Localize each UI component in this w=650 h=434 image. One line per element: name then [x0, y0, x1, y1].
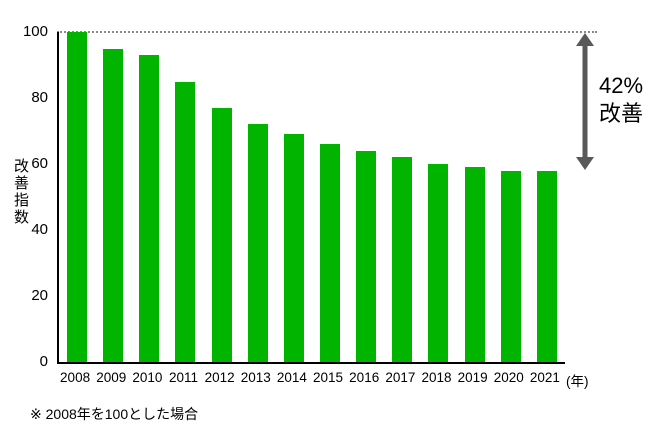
improvement-label: 改善	[599, 101, 644, 126]
bar	[175, 81, 196, 362]
x-tick-label: 2009	[96, 370, 127, 385]
bar	[464, 167, 485, 362]
bars-container	[59, 32, 565, 362]
improvement-percent: 42%	[599, 73, 644, 98]
y-tick-label: 80	[31, 89, 48, 106]
footnote: ※ 2008年を100とした場合	[30, 406, 199, 422]
bar	[283, 134, 304, 362]
x-axis-labels: 2008 2009 2010 2011 2012 2013 2014 2015 2016 2017…	[57, 370, 563, 385]
y-tick-label: 60	[31, 155, 48, 172]
x-tick-label: 2012	[204, 370, 235, 385]
y-tick-label: 20	[31, 287, 48, 304]
y-tick-label: 0	[39, 353, 48, 370]
x-tick-label: 2021	[529, 370, 560, 385]
x-tick-label: 2015	[313, 370, 344, 385]
x-tick-label: 2011	[168, 370, 198, 385]
bar	[536, 170, 557, 362]
y-axis-title: 改善指数	[12, 158, 29, 226]
x-tick-label: 2010	[132, 370, 163, 385]
x-tick-label: 2018	[421, 370, 452, 385]
improvement-annotation: 42% 改善	[599, 72, 643, 128]
x-axis-unit: (年)	[566, 374, 589, 389]
bar	[67, 32, 88, 362]
x-tick-label: 2016	[349, 370, 380, 385]
x-tick-label: 2008	[60, 370, 91, 385]
improvement-arrow-icon	[576, 33, 594, 170]
x-tick-label: 2014	[276, 370, 307, 385]
bar	[356, 150, 377, 362]
x-tick-label: 2013	[240, 370, 271, 385]
x-tick-label: 2017	[385, 370, 416, 385]
bar	[500, 170, 521, 362]
y-tick-label: 40	[31, 221, 48, 238]
bar	[211, 107, 232, 362]
x-tick-label: 2019	[457, 370, 488, 385]
bar	[103, 48, 124, 362]
bar	[392, 157, 413, 362]
bar	[320, 144, 341, 362]
x-tick-label: 2020	[493, 370, 524, 385]
reference-line-100	[57, 31, 597, 33]
bar	[247, 124, 268, 362]
plot-area	[57, 32, 565, 364]
y-tick-label: 100	[22, 23, 48, 40]
bar	[428, 164, 449, 362]
bar	[139, 55, 160, 362]
